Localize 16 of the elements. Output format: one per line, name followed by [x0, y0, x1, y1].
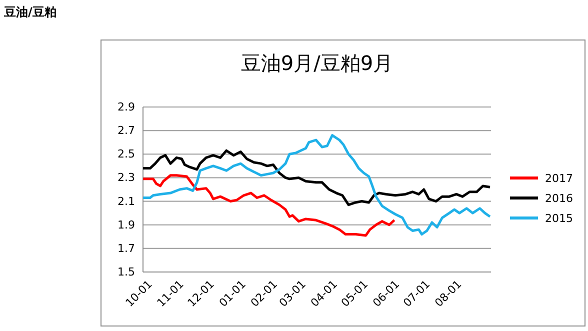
y-tick-label: 1.5	[118, 266, 135, 279]
legend-label: 2016	[545, 192, 573, 205]
y-tick-label: 2.9	[118, 100, 135, 114]
y-tick-label: 2.5	[118, 148, 135, 161]
y-tick-label: 2.1	[118, 194, 135, 208]
y-tick-label: 1.9	[118, 218, 135, 232]
legend-label: 2017	[545, 172, 573, 185]
y-tick-label: 2.3	[118, 171, 135, 184]
line-series	[142, 134, 492, 236]
chart-title: 豆油9月/豆粕9月	[240, 51, 394, 75]
text: 豆油/豆粕	[3, 5, 56, 19]
y-tick-label: 1.7	[118, 242, 135, 255]
legend-label: 2015	[545, 212, 573, 225]
line-series	[142, 174, 396, 237]
y-tick-label: 2.7	[118, 124, 135, 138]
line-series	[142, 149, 492, 206]
